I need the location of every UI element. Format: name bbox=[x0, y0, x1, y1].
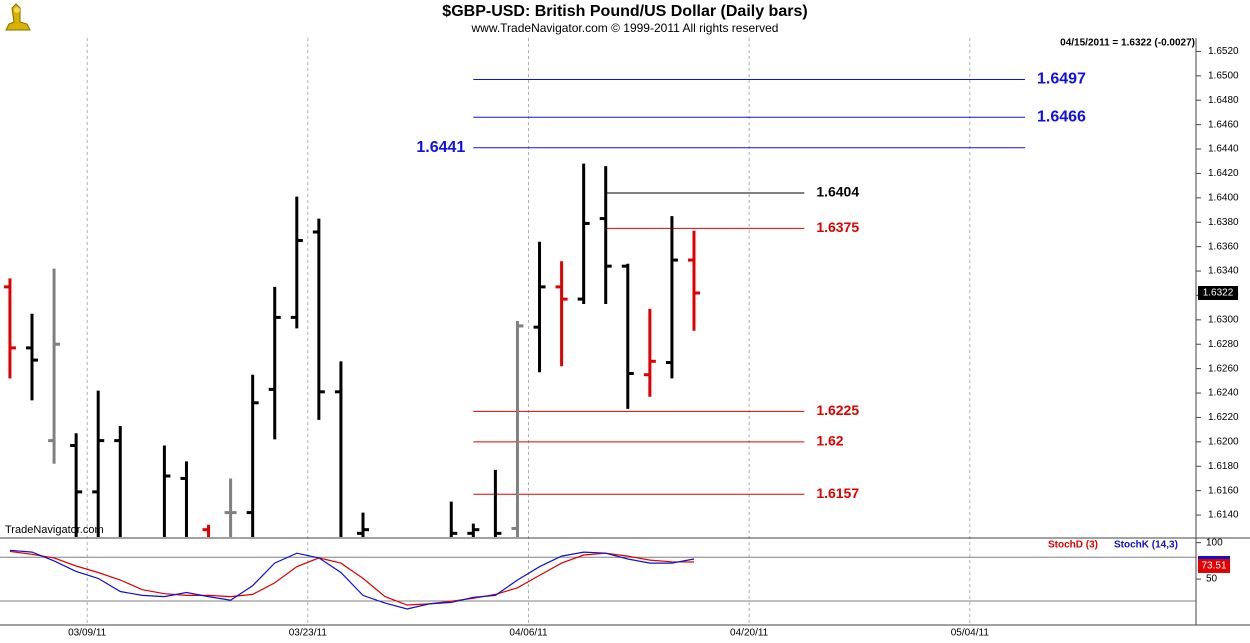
x-tick-label: 04/06/11 bbox=[509, 628, 548, 639]
x-tick-label: 03/09/11 bbox=[68, 628, 107, 639]
chart-subtitle: www.TradeNavigator.com © 1999-2011 All r… bbox=[471, 21, 779, 35]
y-tick-label: 1.6240 bbox=[1208, 388, 1239, 399]
price-panel bbox=[3, 163, 700, 537]
level-label: 1.6404 bbox=[816, 184, 859, 200]
y-tick-label: 1.6340 bbox=[1208, 266, 1239, 277]
y-tick-label: 1.6400 bbox=[1208, 192, 1239, 203]
stoch-d-label: 73.51 bbox=[1201, 561, 1226, 572]
y-tick-label: 1.6280 bbox=[1208, 339, 1239, 350]
y-tick-label: 1.6220 bbox=[1208, 412, 1239, 423]
x-tick-label: 05/04/11 bbox=[951, 628, 990, 639]
level-label: 1.6375 bbox=[816, 219, 859, 235]
level-label: 1.6157 bbox=[816, 485, 859, 501]
y-tick-label: 1.6300 bbox=[1208, 314, 1239, 325]
y-tick-label: 1.6420 bbox=[1208, 168, 1239, 179]
y-tick-label: 100 bbox=[1206, 537, 1223, 548]
level-label: 1.6441 bbox=[416, 139, 465, 156]
level-label: 1.6466 bbox=[1037, 109, 1086, 126]
x-tick-label: 03/23/11 bbox=[289, 628, 328, 639]
y-tick-label: 1.6460 bbox=[1208, 119, 1239, 130]
y-tick-label: 1.6160 bbox=[1208, 485, 1239, 496]
x-tick-label: 04/20/11 bbox=[730, 628, 769, 639]
legend-entry: StochD (3) bbox=[1048, 540, 1098, 551]
last-info: 04/15/2011 = 1.6322 (-0.0027) bbox=[1060, 38, 1195, 49]
logo bbox=[5, 3, 31, 31]
last-price-label: 1.6322 bbox=[1203, 288, 1234, 299]
axes: 03/09/11 03/23/11 04/06/11 04/20/11 05/04/11… bbox=[0, 38, 1250, 639]
y-tick-label: 1.6260 bbox=[1208, 363, 1239, 374]
y-tick-label: 1.6200 bbox=[1208, 436, 1239, 447]
y-tick-label: 1.6480 bbox=[1208, 95, 1239, 106]
watermark: TradeNavigator.com bbox=[5, 524, 104, 536]
y-tick-label: 1.6180 bbox=[1208, 461, 1239, 472]
level-label: 1.6225 bbox=[816, 402, 859, 418]
y-tick-label: 50 bbox=[1206, 574, 1218, 585]
stoch-d-box bbox=[1198, 558, 1230, 573]
level-label: 1.6497 bbox=[1037, 71, 1086, 88]
legend-entry: StochK (14,3) bbox=[1114, 540, 1178, 551]
y-tick-label: 1.6360 bbox=[1208, 241, 1239, 252]
grid bbox=[86, 38, 1025, 625]
chart-title: $GBP-USD: British Pound/US Dollar (Daily… bbox=[442, 3, 807, 20]
y-tick-label: 1.6440 bbox=[1208, 144, 1239, 155]
stochastic-panel bbox=[0, 549, 1196, 610]
last-price-box bbox=[1198, 285, 1238, 300]
y-tick-label: 1.6500 bbox=[1208, 70, 1239, 81]
y-tick-label: 1.6380 bbox=[1208, 217, 1239, 228]
y-tick-label: 1.6140 bbox=[1208, 510, 1239, 521]
stoch-line bbox=[9, 549, 695, 610]
level-label: 1.62 bbox=[816, 433, 843, 449]
stoch-line bbox=[9, 550, 695, 606]
y-tick-label: 1.6520 bbox=[1208, 46, 1239, 57]
